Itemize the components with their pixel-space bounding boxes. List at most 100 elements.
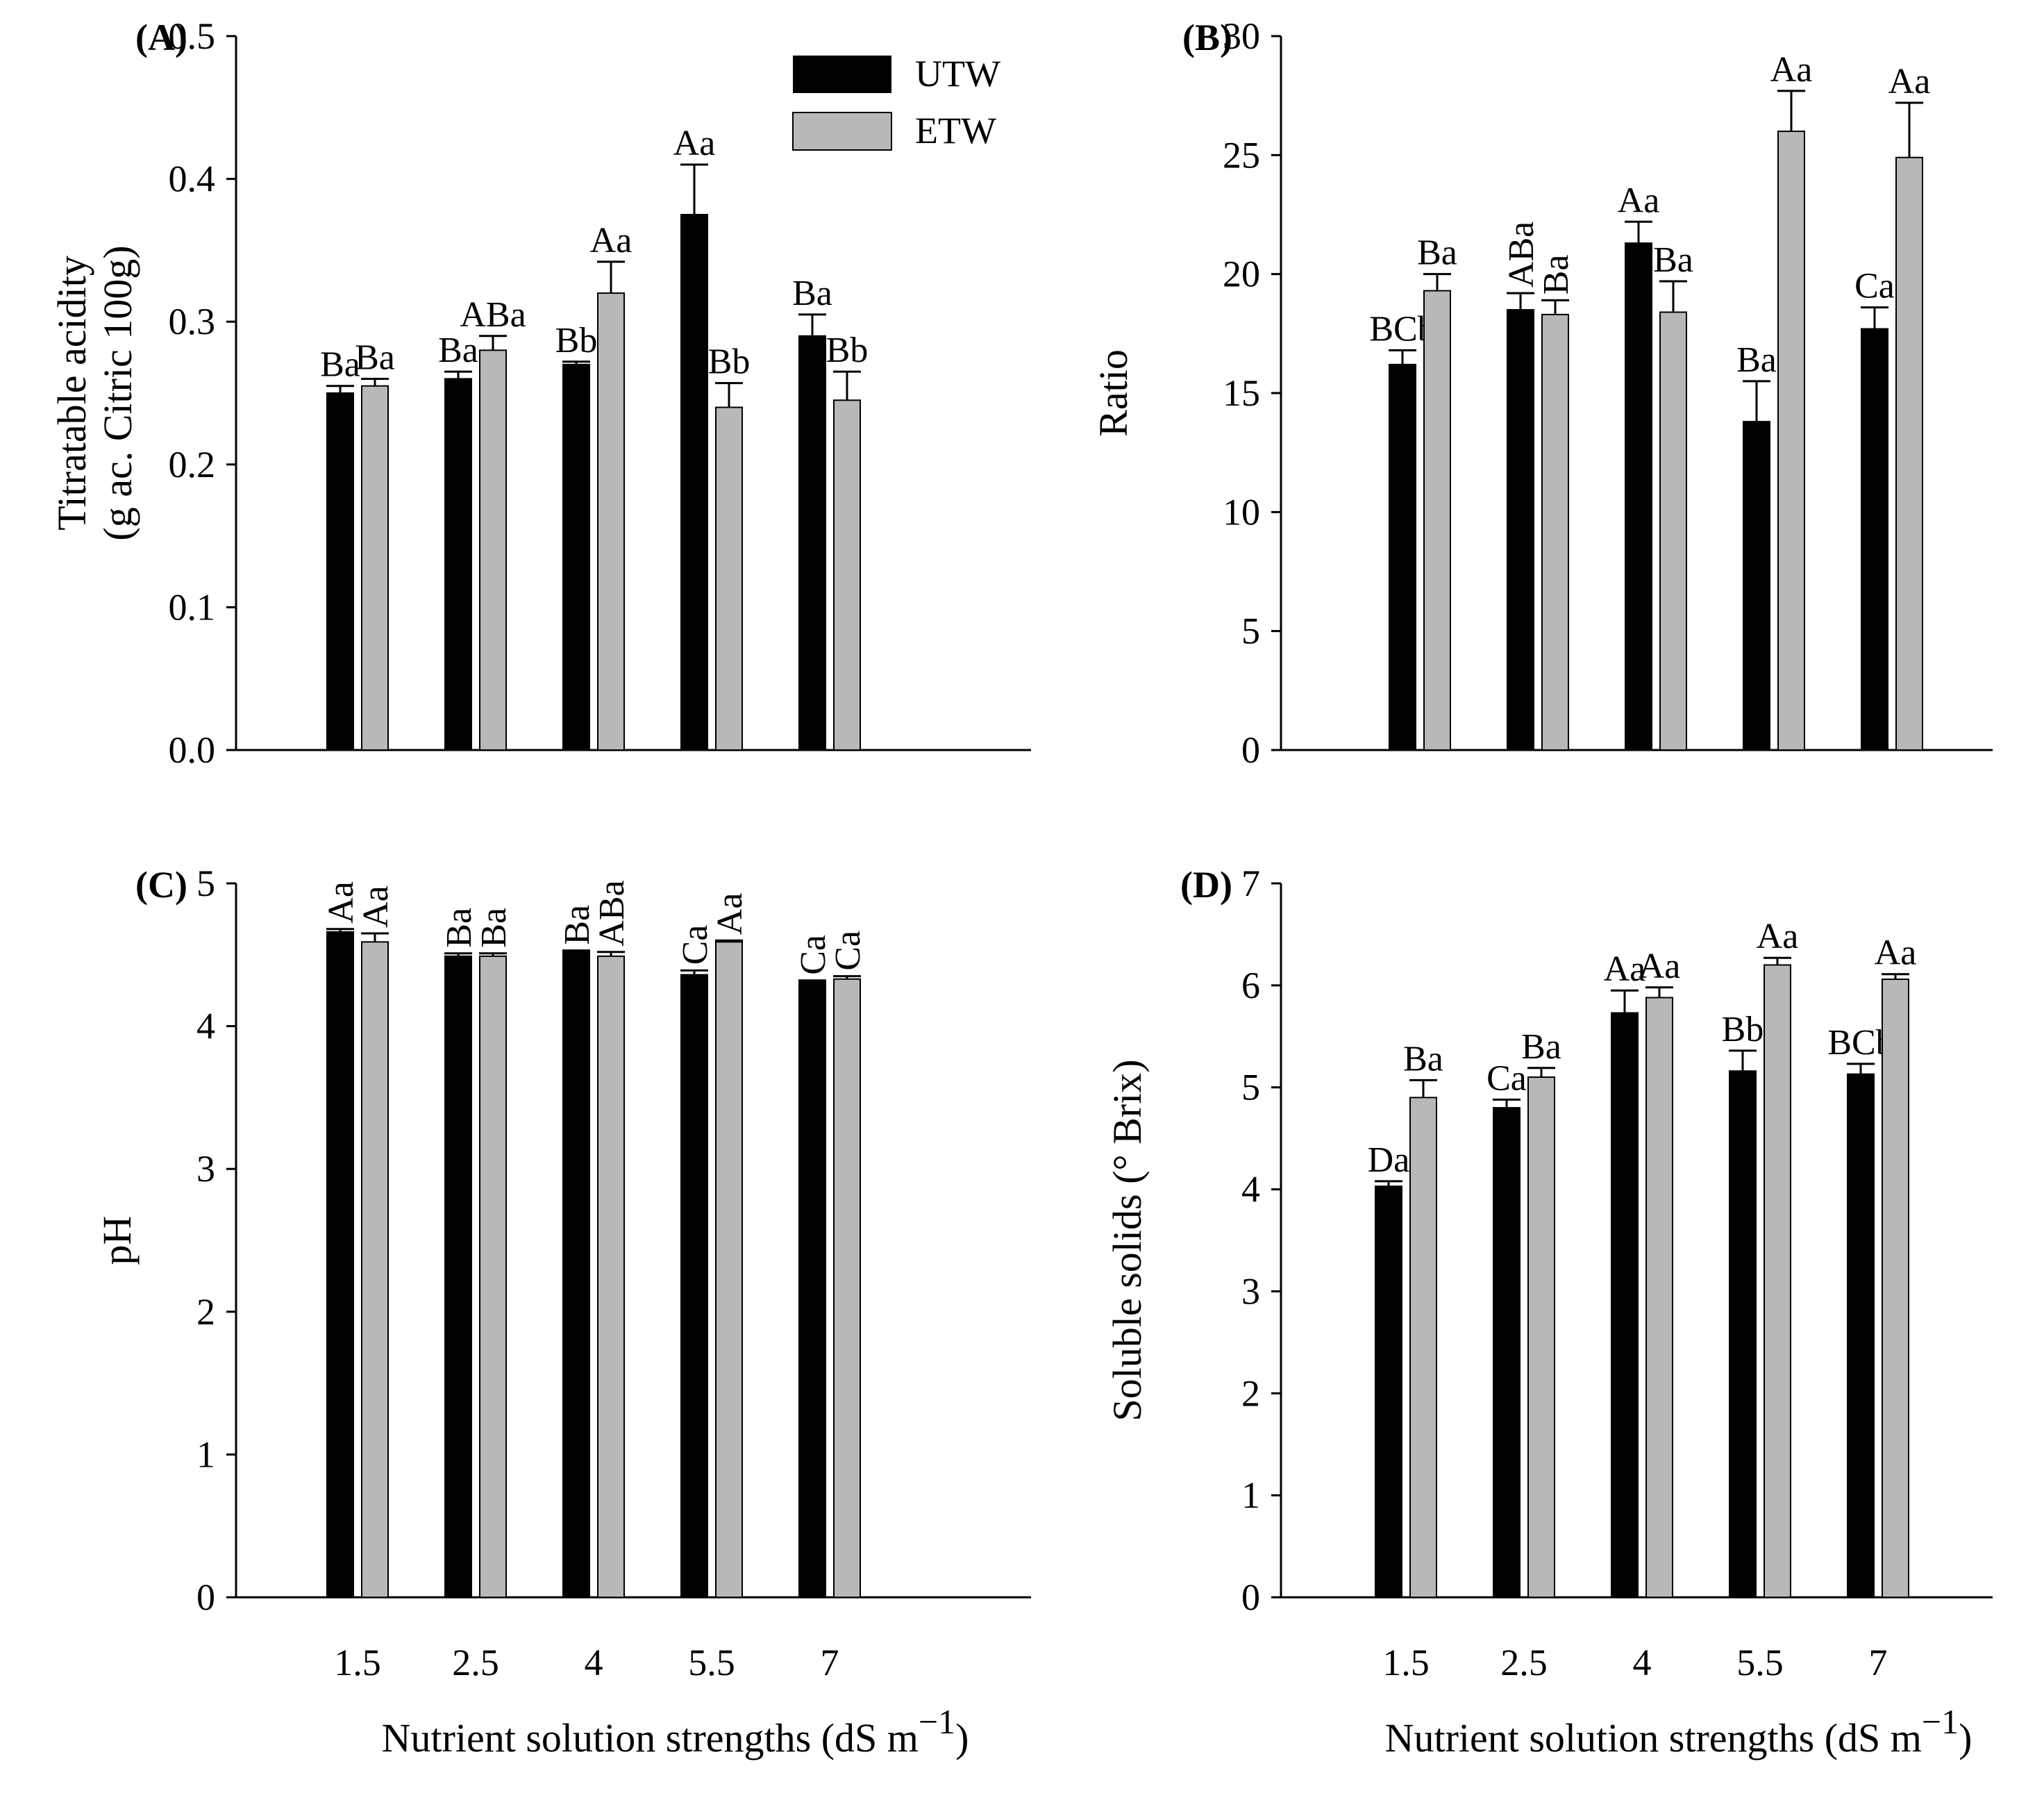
y-axis-title-line: Ratio bbox=[1091, 349, 1136, 437]
bar-etw bbox=[715, 941, 743, 1598]
y-tick-label: 25 bbox=[1223, 134, 1260, 176]
legend: UTW ETW bbox=[792, 53, 1000, 151]
panel-label: (B) bbox=[1182, 17, 1232, 58]
bar-utw bbox=[326, 931, 354, 1599]
significance-label: Aa bbox=[1770, 50, 1813, 90]
y-tick-label: 5 bbox=[1241, 1067, 1260, 1108]
significance-label: Aa bbox=[1757, 917, 1799, 956]
significance-label: Ba bbox=[438, 331, 478, 370]
bar-etw bbox=[1645, 997, 1673, 1598]
bar-utw bbox=[1375, 1185, 1402, 1599]
y-tick-label: 30 bbox=[1223, 15, 1260, 57]
x-tick-label: 5.5 bbox=[1736, 1642, 1784, 1683]
y-tick-label: 1 bbox=[1241, 1474, 1260, 1516]
significance-label: Ca bbox=[828, 931, 868, 971]
significance-label: Ba bbox=[1521, 1027, 1561, 1067]
bar-utw bbox=[1507, 309, 1534, 751]
x-axis-title-superscript: −1 bbox=[1922, 1702, 1959, 1741]
y-tick-label: 0 bbox=[196, 1576, 215, 1618]
panel-c: 012345(C)pHAaAa1.5BaBa2.5BaABa4CaAa5.5Ca… bbox=[94, 863, 1031, 1760]
bar-etw bbox=[1423, 290, 1451, 751]
x-tick-label: 4 bbox=[585, 1642, 603, 1683]
bar-etw bbox=[1777, 131, 1805, 751]
bar-utw bbox=[1743, 421, 1770, 751]
legend-swatch-etw bbox=[792, 112, 892, 151]
bar-utw bbox=[798, 981, 826, 1598]
x-tick-label: 7 bbox=[821, 1642, 839, 1683]
bar-etw bbox=[1527, 1076, 1555, 1598]
x-tick-label: 1.5 bbox=[334, 1642, 381, 1683]
panel-label: (C) bbox=[135, 864, 187, 906]
bar-etw bbox=[715, 406, 743, 751]
significance-label: ABa bbox=[1502, 222, 1541, 288]
y-tick-label: 4 bbox=[1241, 1169, 1260, 1210]
bar-etw bbox=[1409, 1097, 1437, 1598]
bar-utw bbox=[562, 951, 590, 1598]
bar-etw bbox=[361, 385, 389, 751]
significance-label: Ca bbox=[1854, 267, 1895, 306]
bar-utw bbox=[1847, 1073, 1875, 1598]
x-axis-title: Nutrient solution strengths (dS m−1) bbox=[382, 1702, 969, 1760]
panel-label: (D) bbox=[1180, 864, 1232, 906]
significance-label: Aa bbox=[1639, 947, 1681, 986]
bar-utw bbox=[1611, 1012, 1639, 1598]
panel-a: 0.0 0.1 0.2 0.3 0.4 0.5(A) Titratable acidity(… bbox=[49, 15, 1031, 771]
bar-etw bbox=[1764, 964, 1791, 1598]
bar-utw bbox=[680, 974, 708, 1598]
y-axis-title-line: Soluble solids (° Brix) bbox=[1105, 1059, 1150, 1421]
significance-label: Ca bbox=[676, 925, 715, 965]
significance-label: Ba bbox=[558, 905, 597, 945]
significance-label: Bb bbox=[555, 321, 598, 360]
significance-label: Ba bbox=[792, 274, 832, 313]
y-tick-label: 3 bbox=[1241, 1270, 1260, 1312]
y-axis-title: Ratio bbox=[1091, 349, 1136, 437]
x-tick-label: 1.5 bbox=[1382, 1642, 1430, 1683]
bar-etw bbox=[597, 955, 625, 1598]
y-tick-label: 0.5 bbox=[169, 15, 216, 57]
x-axis-title-end: ) bbox=[955, 1715, 969, 1760]
bar-utw bbox=[444, 378, 472, 751]
significance-label: ABa bbox=[460, 295, 526, 335]
significance-label: Ba bbox=[1403, 1039, 1443, 1079]
bar-utw bbox=[1729, 1070, 1757, 1598]
y-tick-label: 10 bbox=[1223, 491, 1260, 533]
x-axis-title-end: ) bbox=[1959, 1715, 1972, 1760]
significance-label: Ba bbox=[439, 908, 479, 948]
y-tick-label: 0.4 bbox=[169, 158, 216, 200]
bar-etw bbox=[479, 349, 507, 751]
y-tick-label: 6 bbox=[1241, 965, 1260, 1006]
panel-label: (A) bbox=[135, 17, 187, 58]
y-tick-label: 2 bbox=[1241, 1372, 1260, 1414]
bar-etw bbox=[1882, 979, 1909, 1598]
bar-etw bbox=[479, 955, 507, 1598]
y-tick-label: 15 bbox=[1223, 372, 1260, 414]
y-tick-label: 0.3 bbox=[169, 301, 216, 342]
legend-swatch-utw bbox=[793, 56, 891, 93]
y-axis-title-line: Titratable acidity bbox=[49, 256, 94, 531]
y-tick-label: 5 bbox=[196, 863, 215, 904]
y-axis-title-line: pH bbox=[94, 1216, 140, 1265]
significance-label: Ca bbox=[1486, 1058, 1527, 1098]
significance-label: Ba bbox=[355, 338, 395, 377]
significance-label: Bb bbox=[826, 331, 869, 370]
significance-label: Ba bbox=[320, 345, 360, 385]
bar-utw bbox=[680, 214, 708, 751]
bar-etw bbox=[833, 978, 861, 1598]
significance-label: Aa bbox=[590, 221, 633, 260]
bar-etw bbox=[361, 941, 389, 1598]
y-tick-label: 0.1 bbox=[169, 586, 216, 628]
significance-label: Aa bbox=[356, 885, 396, 928]
bar-utw bbox=[1861, 328, 1888, 751]
significance-label: Aa bbox=[1604, 949, 1646, 989]
bar-etw bbox=[1659, 311, 1687, 751]
bar-etw bbox=[833, 399, 861, 751]
y-tick-label: 3 bbox=[196, 1148, 215, 1190]
significance-label: Aa bbox=[1875, 933, 1917, 973]
y-tick-label: 5 bbox=[1241, 610, 1260, 652]
significance-label: Ba bbox=[1536, 255, 1576, 295]
legend-label-etw: ETW bbox=[915, 110, 996, 151]
y-axis-title: Titratable acidity(g ac. Citric 100g) bbox=[49, 245, 140, 540]
